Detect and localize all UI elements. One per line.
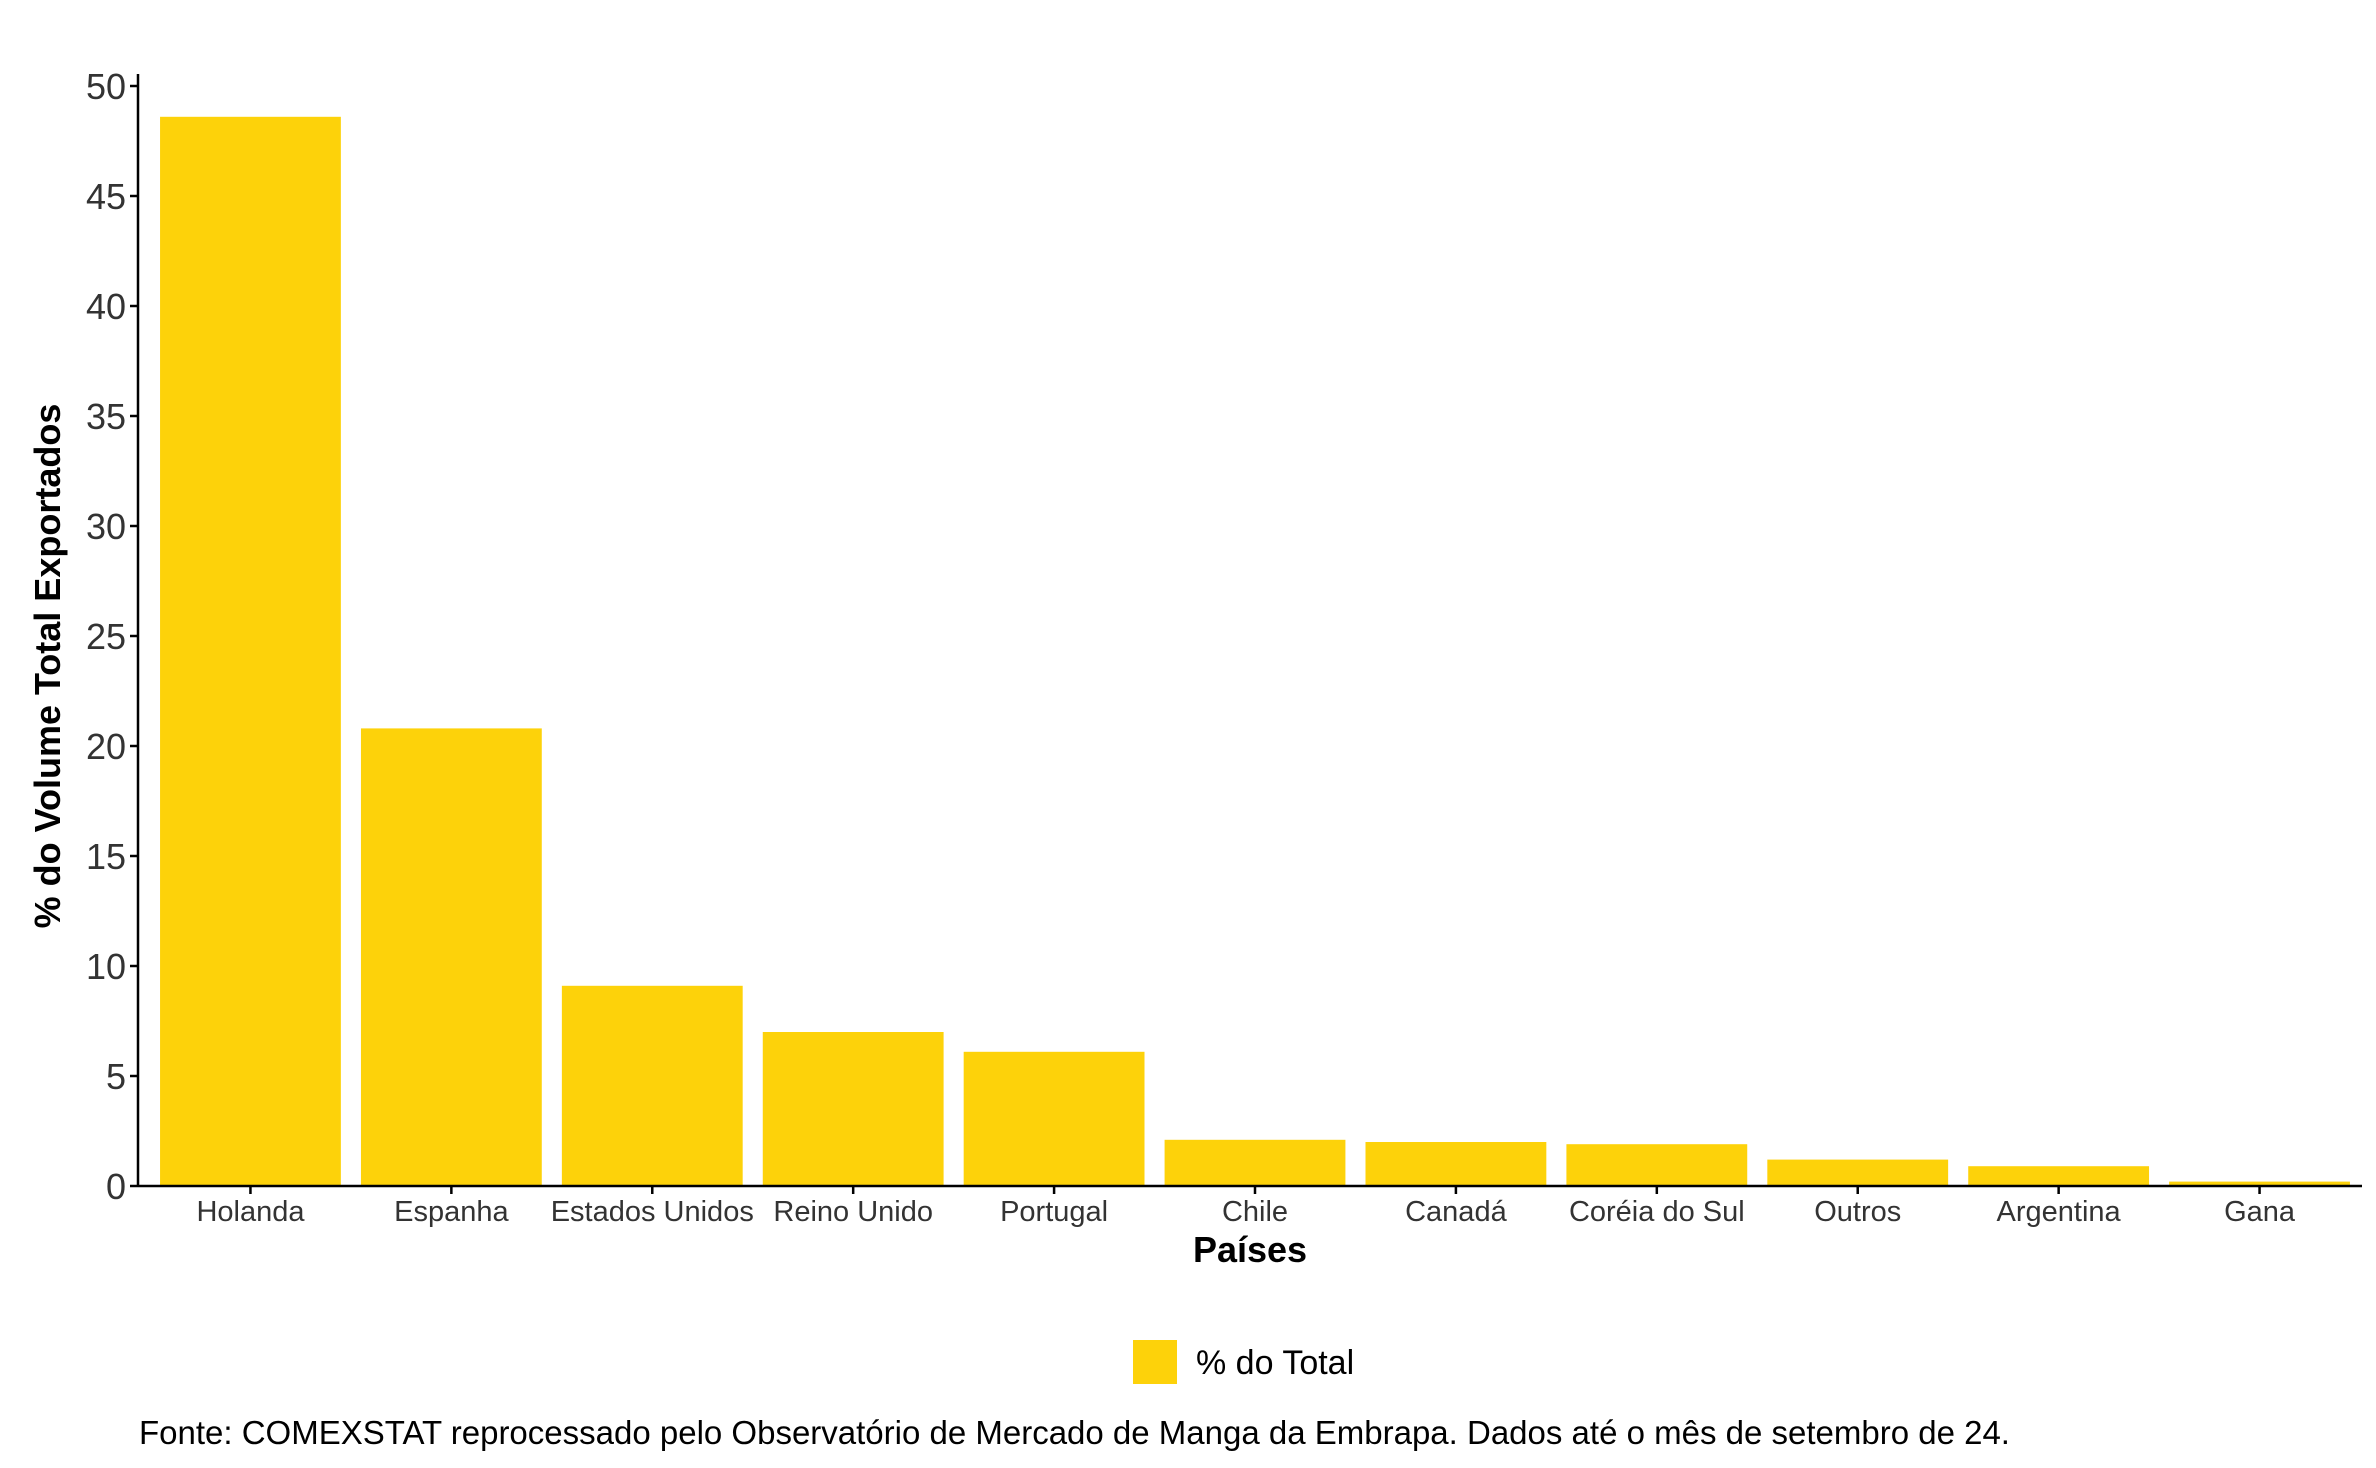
- bar: [1767, 1159, 1949, 1186]
- x-tick-label: Portugal: [1000, 1196, 1108, 1228]
- bars: [160, 116, 2350, 1186]
- bar: [1365, 1142, 1547, 1186]
- y-tick-label: 35: [86, 396, 126, 437]
- legend-label: % do Total: [1196, 1344, 1354, 1382]
- y-tick-label: 20: [86, 726, 126, 767]
- x-tick-label: Chile: [1222, 1196, 1288, 1228]
- y-axis: 0 5 10 15 20 25 30 35 40 45 50: [86, 66, 140, 1207]
- y-tick-label: 25: [86, 616, 126, 657]
- x-tick-label: Holanda: [196, 1196, 305, 1228]
- x-tick-label: Gana: [2224, 1196, 2296, 1228]
- bar: [1164, 1139, 1346, 1186]
- x-tick-label: Canadá: [1405, 1196, 1507, 1228]
- y-tick-label: 5: [106, 1056, 126, 1097]
- y-axis-title: % do Volume Total Exportados: [27, 404, 68, 929]
- legend: % do Total: [1133, 1340, 1354, 1384]
- bar: [561, 985, 743, 1186]
- x-tick-label: Reino Unido: [773, 1196, 933, 1228]
- bar: [1968, 1166, 2150, 1186]
- y-tick-label: 10: [86, 946, 126, 987]
- legend-key: [1133, 1340, 1177, 1384]
- y-tick-label: 0: [106, 1166, 126, 1207]
- x-axis: Holanda Espanha Estados Unidos Reino Unido P…: [138, 1184, 2362, 1228]
- x-axis-title: Países: [1193, 1229, 1307, 1270]
- y-tick-label: 40: [86, 286, 126, 327]
- x-tick-label: Outros: [1814, 1196, 1901, 1228]
- y-tick-label: 15: [86, 836, 126, 877]
- y-tick-label: 50: [86, 66, 126, 107]
- bar: [2169, 1181, 2350, 1186]
- x-tick-label: Coréia do Sul: [1569, 1196, 1745, 1228]
- x-tick-label: Argentina: [1997, 1196, 2122, 1228]
- bar: [963, 1051, 1145, 1186]
- bar: [762, 1032, 944, 1186]
- caption: Fonte: COMEXSTAT reprocessado pelo Obser…: [139, 1414, 2010, 1451]
- y-tick-label: 30: [86, 506, 126, 547]
- x-tick-label: Estados Unidos: [551, 1196, 754, 1228]
- bar: [160, 116, 341, 1186]
- bar: [360, 728, 542, 1186]
- y-tick-label: 45: [86, 176, 126, 217]
- bar: [1566, 1144, 1748, 1186]
- x-tick-label: Espanha: [394, 1196, 509, 1228]
